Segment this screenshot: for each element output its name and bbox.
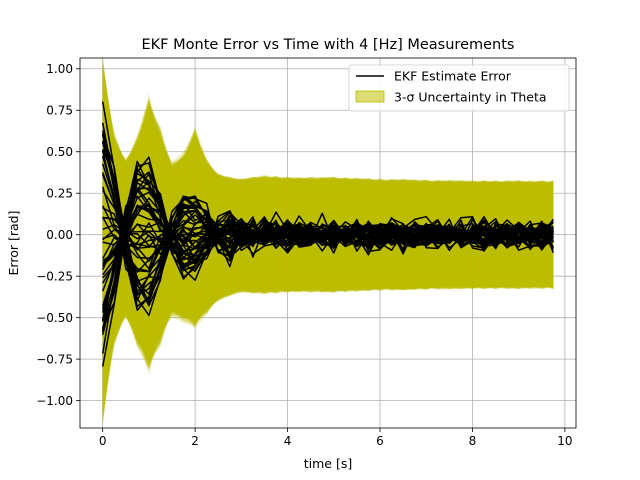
y-axis-ticks: −1.00 −0.75 −0.50 −0.25 0.00 0.25 0.50 0.75 1.00: [36, 62, 80, 408]
chart-title: EKF Monte Error vs Time with 4 [Hz] Meas…: [142, 37, 515, 53]
x-tick-label: 4: [284, 434, 292, 448]
y-tick-label: 0.50: [46, 145, 73, 159]
uncertainty-band: [102, 68, 554, 414]
x-axis-label: time [s]: [304, 456, 352, 471]
uncertainty-band: [102, 73, 554, 408]
uncertainty-band: [102, 60, 554, 422]
uncertainty-band: [102, 61, 554, 421]
plot-frame: [79, 57, 577, 429]
legend-box: [348, 64, 570, 112]
uncertainty-band: [102, 61, 554, 421]
y-tick-label: −0.25: [36, 269, 73, 283]
x-tick-label: 0: [99, 434, 107, 448]
uncertainty-band: [102, 65, 554, 417]
uncertainty-band: [102, 73, 554, 408]
uncertainty-band: [102, 62, 554, 419]
x-axis-ticks: 0 2 4 6 8 10: [99, 428, 573, 448]
uncertainty-band: [102, 62, 554, 420]
uncertainty-band: [102, 71, 554, 410]
uncertainty-band: [102, 61, 554, 421]
uncertainty-band: [102, 73, 554, 408]
y-tick-label: −0.50: [36, 311, 73, 325]
uncertainty-band: [102, 67, 554, 414]
uncertainty-band: [102, 65, 554, 417]
x-tick-label: 8: [469, 434, 477, 448]
uncertainty-band: [102, 73, 554, 408]
uncertainty-band: [102, 60, 554, 422]
uncertainty-band: [102, 67, 554, 415]
uncertainty-band: [102, 69, 554, 412]
uncertainty-band: [102, 61, 554, 421]
ekf-error-trace: [101, 135, 554, 302]
legend-label-uncertainty: 3-σ Uncertainty in Theta: [394, 90, 547, 105]
y-tick-label: 1.00: [46, 62, 73, 76]
y-tick-label: 0.00: [46, 228, 73, 242]
y-tick-label: 0.25: [46, 187, 73, 201]
uncertainty-band: [102, 60, 554, 422]
uncertainty-band: [102, 59, 554, 423]
legend-band-swatch: [355, 90, 385, 103]
y-tick-label: 0.75: [46, 104, 73, 118]
x-tick-label: 2: [191, 434, 199, 448]
uncertainty-band: [102, 67, 554, 415]
y-axis-label: Error [rad]: [6, 211, 21, 276]
legend-label-error: EKF Estimate Error: [394, 69, 512, 84]
y-tick-label: −1.00: [36, 394, 73, 408]
uncertainty-band: [102, 62, 554, 420]
x-tick-label: 10: [557, 434, 572, 448]
uncertainty-band: [102, 59, 554, 423]
error-series: [101, 101, 554, 367]
uncertainty-band: [102, 64, 554, 418]
uncertainty-band: [102, 67, 554, 414]
ekf-error-trace: [101, 134, 554, 295]
uncertainty-band: [102, 72, 554, 409]
uncertainty-band: [102, 69, 554, 413]
uncertainty-band: [102, 70, 554, 412]
ekf-error-trace: [102, 216, 554, 251]
uncertainty-band: [102, 65, 554, 417]
ekf-error-trace: [101, 172, 554, 330]
x-tick-label: 6: [376, 434, 384, 448]
y-tick-label: −0.75: [36, 352, 73, 366]
uncertainty-band: [102, 61, 554, 421]
legend: EKF Estimate Error 3-σ Uncertainty in Th…: [348, 64, 570, 112]
